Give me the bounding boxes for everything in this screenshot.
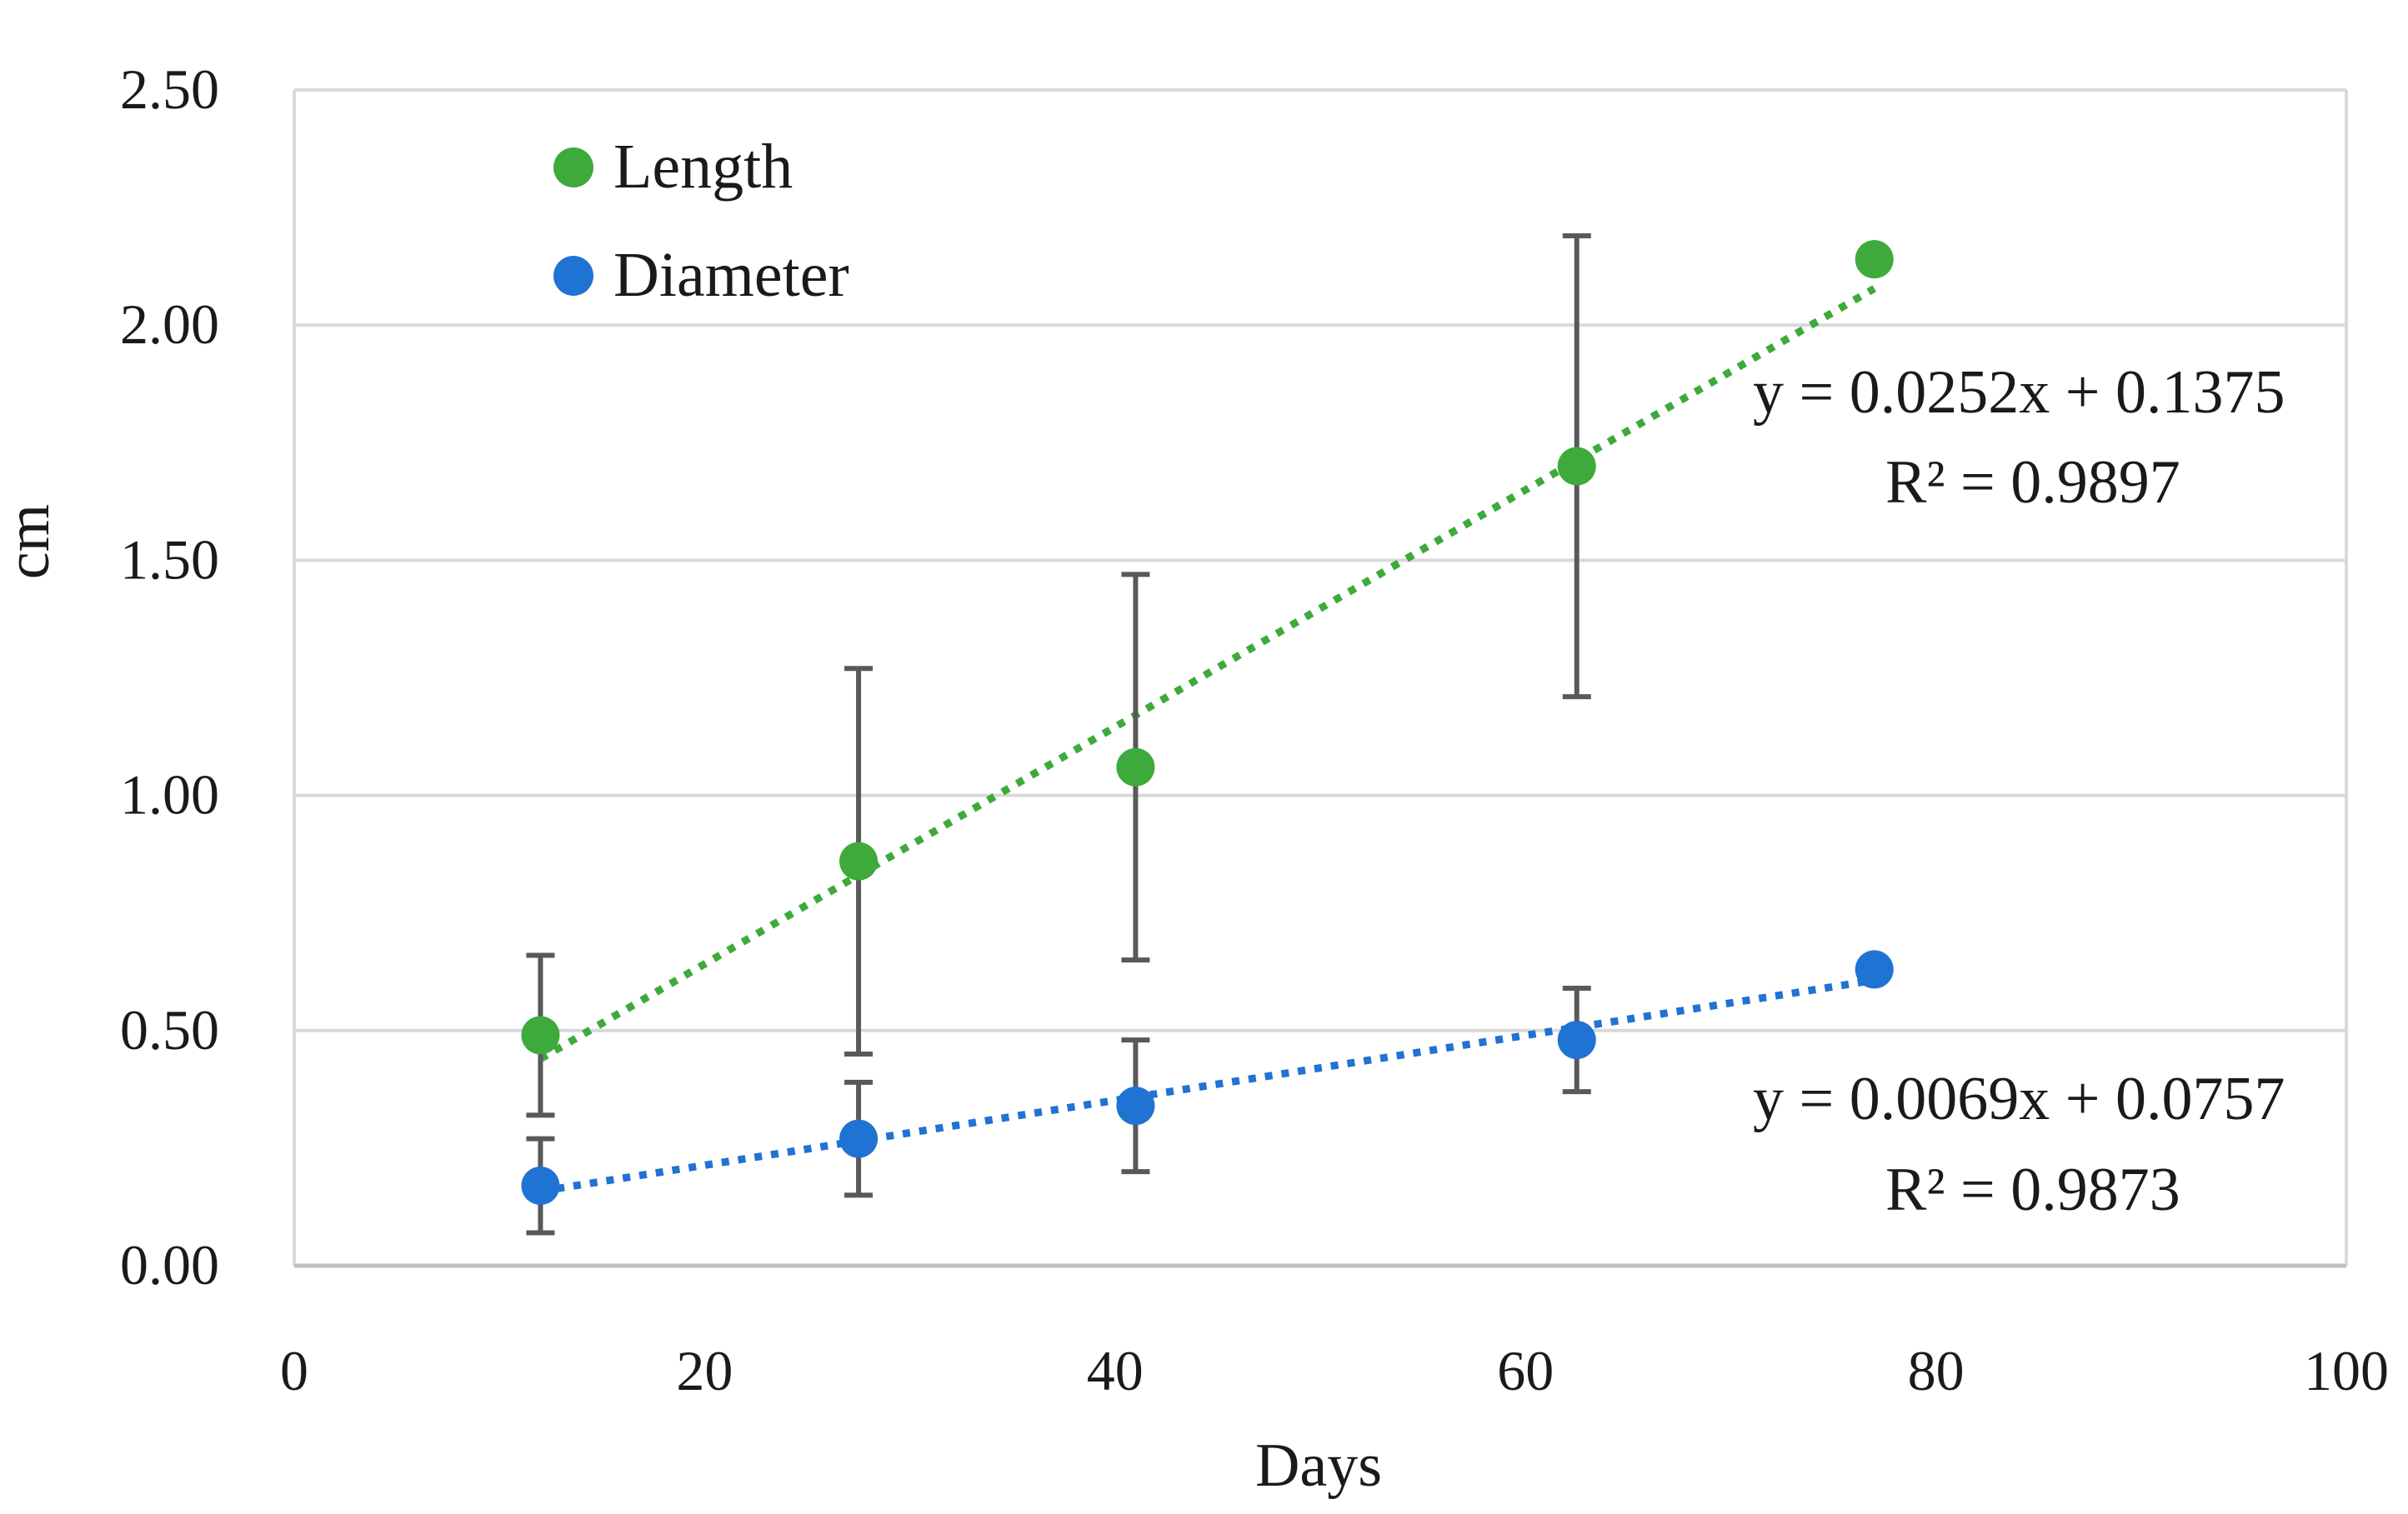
diameter-equation: y = 0.0069x + 0.0757 — [1753, 1065, 2285, 1133]
diameter-data-point — [1116, 1087, 1155, 1126]
diameter-r-squared: R² = 0.9873 — [1885, 1156, 2180, 1224]
legend-marker-diameter — [553, 256, 593, 296]
legend: Length Diameter — [553, 132, 849, 310]
y-tick-label: 2.00 — [120, 292, 219, 356]
y-axis-title: cm — [0, 504, 63, 579]
length-data-point — [1557, 447, 1596, 486]
length-r-squared: R² = 0.9897 — [1885, 448, 2180, 517]
length-data-point — [521, 1016, 560, 1055]
x-tick-label: 80 — [1908, 1339, 1965, 1402]
data-points — [521, 240, 1894, 1206]
y-tick-label: 1.00 — [120, 763, 219, 827]
error-bars — [526, 232, 1591, 1236]
x-tick-label: 100 — [2304, 1339, 2389, 1402]
axes — [293, 90, 2348, 1268]
x-tick-label: 40 — [1087, 1339, 1144, 1402]
y-tick-label: 1.50 — [120, 527, 219, 591]
diameter-trendline — [539, 976, 1875, 1195]
length-data-point — [1116, 747, 1155, 787]
y-tick-label: 0.00 — [120, 1233, 219, 1297]
diameter-data-point — [521, 1167, 560, 1206]
y-tick-labels: 0.00 0.50 1.00 1.50 2.00 2.50 — [120, 57, 219, 1297]
y-tick-label: 0.50 — [120, 998, 219, 1062]
y-tick-label: 2.50 — [120, 57, 219, 121]
x-tick-label: 60 — [1497, 1339, 1554, 1402]
length-data-point — [839, 842, 879, 881]
length-trendline — [538, 285, 1876, 1062]
length-equation: y = 0.0252x + 0.1375 — [1753, 358, 2285, 427]
grid-lines — [294, 88, 2346, 1032]
legend-label-length: Length — [613, 132, 793, 202]
x-tick-labels: 0 20 40 60 80 100 — [280, 1339, 2389, 1402]
length-data-point — [1855, 240, 1894, 279]
x-axis-title: Days — [1255, 1432, 1382, 1500]
diameter-data-point — [839, 1119, 879, 1158]
trend-annotations: y = 0.0252x + 0.1375 R² = 0.9897 y = 0.0… — [1753, 358, 2285, 1224]
x-tick-label: 0 — [280, 1339, 308, 1402]
diameter-data-point — [1855, 950, 1894, 989]
x-tick-label: 20 — [676, 1339, 733, 1402]
legend-label-diameter: Diameter — [613, 240, 849, 310]
trendlines — [538, 285, 1876, 1195]
diameter-data-point — [1557, 1021, 1596, 1060]
legend-marker-length — [553, 147, 593, 187]
